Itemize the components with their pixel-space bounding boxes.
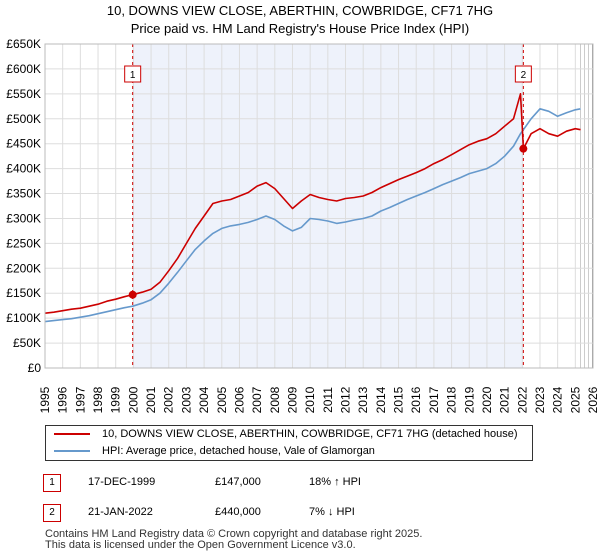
y-tick-label: £100K (6, 311, 41, 325)
x-tick-label: 2021 (498, 386, 512, 413)
transaction-row: 1 17-DEC-1999 £147,000 18% ↑ HPI (43, 474, 543, 494)
chart-title: 10, DOWNS VIEW CLOSE, ABERTHIN, COWBRIDG… (106, 3, 494, 18)
transaction-date: 21-JAN-2022 (88, 506, 153, 518)
x-tick-label: 2018 (445, 386, 459, 413)
x-tick-label: 2012 (339, 386, 353, 413)
y-tick-label: £50K (13, 336, 41, 350)
x-tick-label: 2006 (232, 386, 246, 413)
legend: 10, DOWNS VIEW CLOSE, ABERTHIN, COWBRIDG… (45, 425, 533, 461)
hpi-line (44, 108, 581, 323)
x-tick-label: 2000 (126, 386, 140, 413)
x-tick-label: 2015 (392, 386, 406, 413)
y-tick-label: £550K (6, 87, 41, 101)
x-tick-label: 2011 (321, 387, 335, 413)
transaction-date: 17-DEC-1999 (88, 476, 156, 488)
marker-badge-label: 1 (130, 70, 136, 81)
transaction-row: 2 21-JAN-2022 £440,000 7% ↓ HPI (43, 504, 543, 524)
y-tick-label: £400K (6, 162, 41, 176)
y-tick-label: £350K (6, 187, 41, 201)
transaction-price: £147,000 (215, 476, 261, 488)
x-tick-label: 2024 (551, 386, 565, 413)
legend-swatch-hpi (54, 450, 90, 452)
y-tick-label: £450K (6, 137, 41, 151)
legend-label-property: 10, DOWNS VIEW CLOSE, ABERTHIN, COWBRIDG… (102, 428, 518, 440)
x-tick-label: 2010 (303, 386, 317, 413)
transaction-number: 1 (43, 474, 61, 492)
transaction-number: 2 (43, 504, 61, 522)
x-tick-label: 2014 (374, 386, 388, 413)
sale-point (128, 290, 137, 299)
x-tick-label: 1996 (56, 386, 70, 413)
marker-badge (514, 65, 532, 83)
y-tick-label: £300K (6, 211, 41, 225)
x-tick-label: 2019 (462, 386, 476, 413)
x-tick-label: 2001 (144, 386, 158, 413)
y-tick-label: £200K (6, 261, 41, 275)
legend-item-property: 10, DOWNS VIEW CLOSE, ABERTHIN, COWBRIDG… (46, 426, 532, 443)
x-tick-label: 1995 (38, 386, 52, 413)
transaction-hpi: 7% ↓ HPI (309, 506, 355, 518)
y-tick-label: £600K (6, 62, 41, 76)
price-chart: £0 £50K £100K £150K £200K £250K £300K £350K £400… (6, 37, 600, 413)
marker-badge (124, 65, 142, 83)
x-tick-label: 2022 (515, 386, 529, 413)
footer-copyright: Contains HM Land Registry data © Crown c… (45, 528, 423, 540)
x-tick-label: 2017 (427, 386, 441, 413)
chart-subtitle: Price paid vs. HM Land Registry's House … (130, 21, 470, 36)
x-tick-label: 2002 (162, 386, 176, 413)
x-tick-label: 2008 (268, 386, 282, 413)
footer: Contains HM Land Registry data © Crown c… (45, 529, 422, 551)
x-tick-label: 1998 (91, 386, 105, 413)
legend-item-hpi: HPI: Average price, detached house, Vale… (46, 443, 532, 460)
x-tick-label: 1999 (109, 386, 123, 413)
marker-badge-label: 2 (521, 70, 527, 81)
y-tick-label: £150K (6, 286, 41, 300)
x-tick-label: 2005 (215, 386, 229, 413)
x-tick-label: 2026 (586, 386, 600, 413)
x-tick-label: 2009 (285, 386, 299, 413)
x-tick-label: 2023 (533, 386, 547, 413)
y-tick-label: £500K (6, 112, 41, 126)
y-tick-label: £650K (6, 37, 41, 51)
transaction-price: £440,000 (215, 506, 261, 518)
y-tick-label: £0 (28, 361, 42, 375)
x-tick-label: 2016 (409, 386, 423, 413)
footer-licence: This data is licensed under the Open Gov… (45, 539, 356, 551)
x-tick-label: 1997 (73, 386, 87, 413)
sale-point (519, 144, 528, 153)
transaction-hpi: 18% ↑ HPI (309, 476, 361, 488)
x-tick-label: 2013 (356, 386, 370, 413)
x-tick-label: 2007 (250, 386, 264, 413)
forecast-hatch (578, 44, 593, 368)
legend-label-hpi: HPI: Average price, detached house, Vale… (102, 445, 375, 457)
x-tick-label: 2025 (568, 386, 582, 413)
x-tick-label: 2003 (179, 386, 193, 413)
x-tick-label: 2020 (480, 386, 494, 413)
legend-swatch-property (54, 433, 90, 435)
y-tick-label: £250K (6, 236, 41, 250)
x-tick-label: 2004 (197, 386, 211, 413)
plot-frame (44, 43, 594, 369)
